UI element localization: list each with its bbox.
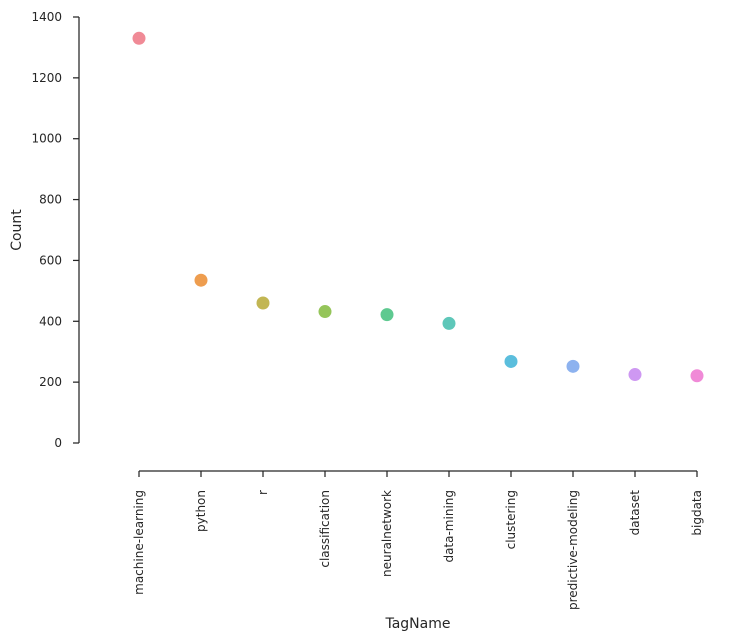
data-point xyxy=(132,31,146,45)
x-tick-label: dataset xyxy=(628,490,642,536)
x-tick-label: predictive-modeling xyxy=(566,490,580,610)
y-tick-label: 0 xyxy=(54,436,62,450)
y-axis-label: Count xyxy=(9,209,25,251)
y-tick-label: 800 xyxy=(39,193,62,207)
data-point xyxy=(380,308,394,322)
y-axis: 0 200 400 600 800 1000 1200 1400 xyxy=(31,10,80,450)
y-tick-label: 1400 xyxy=(31,10,62,24)
data-points xyxy=(132,31,704,383)
x-tick-label: python xyxy=(194,490,208,532)
data-point xyxy=(194,273,208,287)
x-tick-label: data-mining xyxy=(442,490,456,563)
x-tick-label: classification xyxy=(318,490,332,568)
y-tick-label: 1200 xyxy=(31,71,62,85)
x-tick-label: bigdata xyxy=(690,490,704,536)
data-point xyxy=(256,296,270,310)
data-point xyxy=(442,316,456,330)
data-point xyxy=(566,359,580,373)
x-axis: machine-learning python r classification neu… xyxy=(132,470,704,610)
data-point xyxy=(318,305,332,319)
y-tick-label: 1000 xyxy=(31,132,62,146)
x-tick-label: machine-learning xyxy=(132,490,146,595)
y-tick-label: 200 xyxy=(39,375,62,389)
y-tick-label: 600 xyxy=(39,253,62,267)
x-tick-label: clustering xyxy=(504,490,518,549)
data-point xyxy=(504,354,518,368)
data-point xyxy=(628,368,642,382)
x-axis-label: TagName xyxy=(384,616,450,632)
x-tick-label: r xyxy=(256,490,270,495)
data-point xyxy=(690,369,704,383)
y-tick-label: 400 xyxy=(39,314,62,328)
x-tick-label: neuralnetwork xyxy=(380,490,394,577)
